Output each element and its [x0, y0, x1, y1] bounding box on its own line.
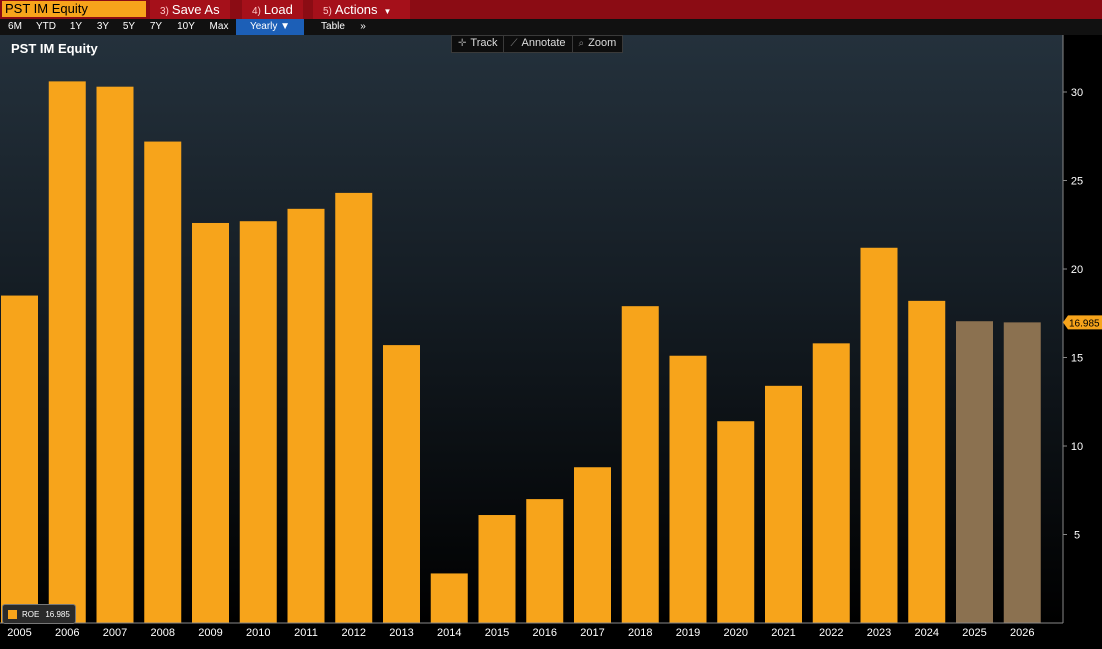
bar-2010	[239, 221, 277, 623]
bar-2025	[956, 321, 993, 623]
x-tick-label: 2012	[342, 627, 366, 639]
y-tick-label: 20	[1071, 264, 1083, 276]
bar-2024	[908, 300, 946, 623]
bar-2017	[574, 467, 611, 623]
chevron-down-icon: ▼	[383, 7, 392, 16]
load-button[interactable]: 4) Load	[242, 0, 303, 19]
x-tick-label: 2011	[294, 627, 318, 639]
actions-button[interactable]: 5) Actions ▼	[313, 0, 410, 19]
magnifier-icon: ⌕	[578, 38, 585, 49]
x-tick-label: 2014	[437, 627, 461, 639]
x-tick-label: 2025	[962, 627, 986, 639]
range-ytd[interactable]: YTD	[36, 21, 56, 32]
bar-2019	[669, 355, 707, 623]
x-tick-label: 2007	[103, 627, 127, 639]
x-tick-label: 2024	[915, 627, 939, 639]
bar-2016	[526, 499, 564, 623]
range-1y[interactable]: 1Y	[69, 21, 83, 32]
save-as-label: Save As	[171, 2, 220, 17]
bar-2021	[765, 385, 802, 623]
range-max[interactable]: Max	[209, 21, 229, 32]
x-tick-label: 2016	[533, 627, 557, 639]
y-tick-label: 10	[1071, 441, 1083, 453]
annotate-tool[interactable]: ⟋ Annotate	[504, 36, 573, 52]
x-tick-label: 2010	[246, 627, 270, 639]
x-tick-label: 2022	[819, 627, 843, 639]
more-button[interactable]: »	[360, 21, 366, 32]
x-tick-label: 2008	[151, 627, 175, 639]
bar-2022	[812, 343, 850, 623]
x-tick-label: 2018	[628, 627, 652, 639]
pencil-icon: ⟋	[510, 38, 518, 49]
annotate-label: Annotate	[521, 37, 566, 49]
zoom-tool[interactable]: ⌕ Zoom	[573, 36, 623, 52]
chart-tools: ✛ Track ⟋ Annotate ⌕ Zoom	[451, 35, 624, 53]
track-label: Track	[470, 37, 498, 49]
load-label: Load	[263, 2, 293, 17]
legend[interactable]: ROE 16.985	[2, 604, 76, 624]
x-tick-label: 2015	[485, 627, 509, 639]
x-tick-label: 2005	[7, 627, 31, 639]
x-tick-label: 2021	[771, 627, 795, 639]
bar-2023	[860, 247, 898, 623]
x-tick-label: 2020	[724, 627, 748, 639]
chart-title: PST IM Equity	[11, 41, 98, 56]
save-as-hotkey: 3)	[160, 6, 169, 17]
top-toolbar: PST IM Equity 3) Save As 4) Load 5) Actions…	[0, 0, 1102, 19]
x-tick-label: 2017	[580, 627, 604, 639]
range-5y[interactable]: 5Y	[122, 21, 136, 32]
bar-2018	[621, 306, 659, 623]
range-6m[interactable]: 6M	[8, 21, 22, 32]
bar-2008	[144, 141, 182, 623]
y-tick-label: 5	[1074, 530, 1080, 542]
bar-2012	[335, 192, 373, 623]
bar-2005	[1, 295, 38, 623]
range-selector-bar: 6M YTD 1Y 3Y 5Y 7Y 10Y Max Yearly ▼ Tabl…	[0, 19, 1102, 35]
ticker-input[interactable]: PST IM Equity	[2, 1, 146, 17]
range-7y[interactable]: 7Y	[149, 21, 163, 32]
legend-value: 16.985	[45, 609, 70, 619]
table-button[interactable]: Table	[321, 21, 345, 32]
range-3y[interactable]: 3Y	[96, 21, 110, 32]
save-as-button[interactable]: 3) Save As	[150, 0, 230, 19]
x-tick-label: 2019	[676, 627, 700, 639]
y-tick-label: 25	[1071, 176, 1083, 188]
bar-2011	[287, 208, 325, 623]
bar-2007	[96, 86, 134, 623]
actions-label: Actions	[334, 2, 378, 17]
legend-swatch	[8, 609, 17, 619]
bar-2026	[1003, 322, 1041, 623]
last-value-label: 16.985	[1069, 318, 1100, 329]
bar-2009	[192, 222, 229, 624]
legend-label: ROE	[22, 609, 40, 619]
bar-2014	[430, 573, 468, 623]
track-tool[interactable]: ✛ Track	[452, 36, 505, 52]
load-hotkey: 4)	[252, 6, 261, 17]
bar-2006	[48, 81, 86, 623]
y-tick-label: 15	[1071, 353, 1083, 365]
y-tick-label: 30	[1071, 87, 1083, 99]
x-tick-label: 2013	[389, 627, 413, 639]
bar-2013	[383, 345, 420, 623]
bar-2015	[478, 515, 516, 623]
actions-hotkey: 5)	[323, 6, 332, 17]
bar-2020	[717, 421, 755, 623]
last-value-tag	[1063, 315, 1102, 330]
zoom-label: Zoom	[588, 37, 617, 49]
x-tick-label: 2023	[867, 627, 891, 639]
x-tick-label: 2009	[198, 627, 222, 639]
period-dropdown[interactable]: Yearly ▼	[236, 19, 304, 35]
x-tick-label: 2006	[55, 627, 79, 639]
x-tick-label: 2026	[1010, 627, 1034, 639]
range-10y[interactable]: 10Y	[177, 21, 195, 32]
crosshair-icon: ✛	[458, 38, 467, 49]
